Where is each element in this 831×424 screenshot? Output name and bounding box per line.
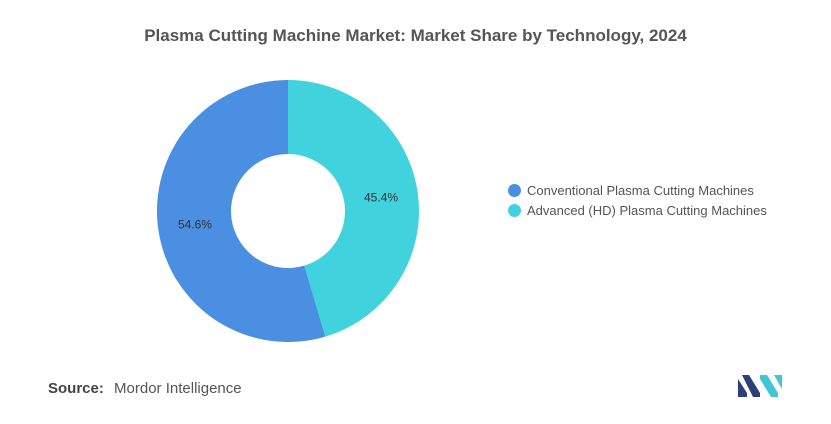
source-label: Source:	[48, 380, 104, 397]
legend-item-advanced-hd[interactable]: Advanced (HD) Plasma Cutting Machines	[508, 200, 767, 220]
legend-swatch-conventional	[508, 183, 521, 197]
data-label-conventional: 54.6%	[178, 218, 212, 232]
donut-slice-advanced-hd[interactable]	[288, 80, 420, 337]
donut-slice-conventional[interactable]	[157, 80, 326, 342]
source-text: Mordor Intelligence	[114, 380, 242, 397]
chart-title: Plasma Cutting Machine Market: Market Sh…	[144, 26, 687, 45]
donut-slices	[157, 80, 420, 342]
data-label-advanced-hd: 45.4%	[364, 190, 398, 204]
legend-label-conventional: Conventional Plasma Cutting Machines	[527, 182, 754, 198]
chart-legend: Conventional Plasma Cutting Machines Adv…	[508, 180, 767, 220]
legend-swatch-advanced-hd	[508, 203, 521, 217]
source-note: Source: Mordor Intelligence	[48, 380, 242, 397]
legend-item-conventional[interactable]: Conventional Plasma Cutting Machines	[508, 180, 767, 200]
mordor-intelligence-logo-icon	[738, 375, 782, 397]
legend-label-advanced-hd: Advanced (HD) Plasma Cutting Machines	[527, 202, 767, 218]
donut-data-labels: 45.4% 54.6%	[178, 190, 398, 231]
